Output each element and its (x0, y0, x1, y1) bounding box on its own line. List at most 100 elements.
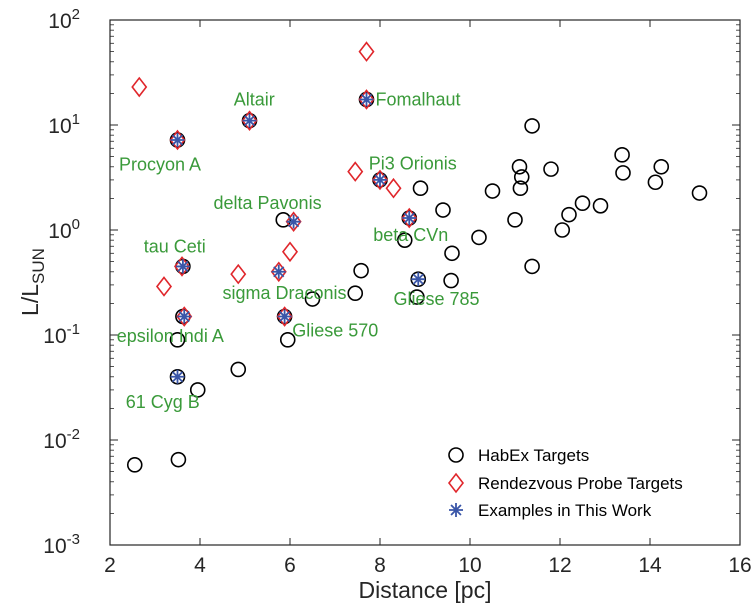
star-annotation: Procyon A (119, 155, 201, 175)
habex-point (347, 285, 364, 302)
example-point (411, 272, 426, 287)
star-annotation: tau Ceti (144, 236, 206, 256)
rendezvous-point (347, 161, 364, 182)
habex-point (484, 183, 501, 199)
rendezvous-point (385, 177, 402, 199)
rendezvous-point (131, 76, 148, 98)
legend-label: Rendezvous Probe Targets (478, 474, 683, 493)
example-point (286, 214, 301, 229)
x-tick-label: 16 (728, 554, 751, 577)
x-tick-label: 10 (458, 554, 481, 577)
legend-marker-diamond (447, 472, 465, 494)
habex-point (513, 169, 530, 185)
example-point (177, 309, 192, 324)
y-axis-label: L/LSUN (17, 248, 48, 316)
y-tick-label: 102 (48, 6, 80, 33)
habex-point (304, 291, 321, 307)
habex-point (512, 180, 529, 197)
habex-point (443, 272, 459, 289)
rendezvous-point (230, 263, 247, 285)
example-point (402, 211, 417, 226)
habex-point (396, 232, 413, 248)
example-point (242, 113, 257, 128)
star-annotation: Fomalhaut (376, 89, 461, 109)
habex-point (230, 361, 247, 378)
habex-point (444, 245, 460, 262)
star-annotation: Altair (234, 89, 275, 109)
star-annotation: Gliese 570 (292, 321, 378, 341)
x-tick-label: 4 (194, 554, 206, 577)
star-annotation: delta Pavonis (214, 193, 322, 213)
legend-marker-asterisk (449, 503, 463, 517)
x-tick-label: 2 (104, 554, 116, 577)
habex-point (524, 118, 540, 134)
habex-point (524, 258, 540, 275)
y-tick-label: 10-1 (43, 321, 80, 348)
star-annotation: beta CVn (373, 225, 448, 245)
example-point (271, 264, 286, 279)
habex-point (170, 451, 187, 468)
axis-ticks: 2 4 6 8 10 12 14 16 10-3 10-2 10-1 100 101 102 (43, 6, 751, 577)
habex-point (275, 212, 292, 228)
example-point (170, 132, 185, 147)
legend-marker-circle (448, 447, 464, 463)
example-point (175, 259, 190, 274)
rendezvous-point (358, 89, 375, 110)
example-point (277, 309, 292, 324)
rendezvous-point (371, 169, 389, 191)
data-marks (126, 41, 708, 473)
habex-point (409, 289, 425, 305)
x-axis-label: Distance [pc] (359, 577, 492, 603)
habex-point (543, 161, 559, 177)
legend: HabEx Targets Rendezvous Probe Targets Exa… (425, 427, 730, 530)
rendezvous-point (358, 41, 375, 62)
habex-point (574, 195, 591, 211)
habex-point (511, 158, 528, 175)
legend-box (425, 427, 730, 530)
legend-label: HabEx Targets (478, 446, 589, 465)
habex-point (592, 198, 609, 214)
rendezvous-point (155, 276, 173, 297)
y-tick-label: 10-2 (43, 426, 80, 453)
habex-point (412, 180, 429, 197)
x-tick-label: 14 (638, 554, 662, 577)
x-tick-label: 12 (548, 554, 571, 577)
y-axis-label-sub: SUN (29, 248, 48, 284)
rendezvous-point (281, 241, 299, 263)
habex-point (614, 147, 630, 163)
habex-point (615, 165, 631, 181)
habex-point (653, 158, 670, 175)
x-tick-label: 8 (374, 554, 386, 577)
rendezvous-point (401, 207, 418, 229)
example-point (170, 369, 185, 384)
habex-point (435, 202, 451, 218)
example-point (373, 172, 387, 187)
y-tick-label: 101 (48, 111, 80, 138)
habex-point (507, 212, 523, 228)
y-tick-label: 10-3 (43, 531, 80, 558)
rendezvous-point (241, 110, 258, 131)
habex-point (691, 185, 708, 201)
rendezvous-point (176, 306, 193, 327)
example-point (359, 92, 374, 107)
y-tick-label: 100 (48, 216, 80, 243)
habex-point (353, 262, 369, 279)
annotations: Fomalhaut Altair Procyon A Pi3 Orionis delta… (117, 89, 480, 412)
habex-point (126, 457, 143, 473)
star-annotation: Gliese 785 (394, 289, 480, 309)
rendezvous-point (270, 261, 287, 283)
habex-point (169, 332, 186, 348)
star-annotation: sigma Draconis (223, 283, 347, 303)
star-annotation: 61 Cyg B (126, 392, 200, 412)
habex-point (554, 222, 571, 238)
habex-point (647, 174, 664, 191)
habex-point (561, 206, 577, 223)
legend-label: Examples in This Work (478, 501, 652, 520)
rendezvous-point (276, 306, 293, 327)
habex-point (279, 332, 296, 348)
rendezvous-point (285, 211, 302, 232)
star-annotation: epsilon Indi A (117, 326, 224, 346)
x-tick-label: 6 (284, 554, 296, 577)
star-annotation: Pi3 Orionis (369, 153, 457, 173)
